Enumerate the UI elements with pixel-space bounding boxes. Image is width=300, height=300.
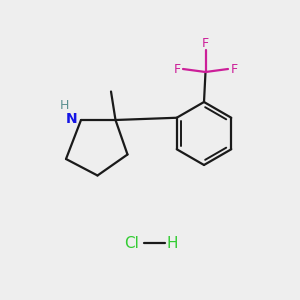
Text: F: F (202, 37, 209, 50)
Text: F: F (230, 62, 238, 76)
Text: F: F (173, 62, 181, 76)
Text: N: N (66, 112, 77, 126)
Text: Cl: Cl (124, 236, 140, 250)
Text: H: H (167, 236, 178, 250)
Text: H: H (60, 99, 69, 112)
